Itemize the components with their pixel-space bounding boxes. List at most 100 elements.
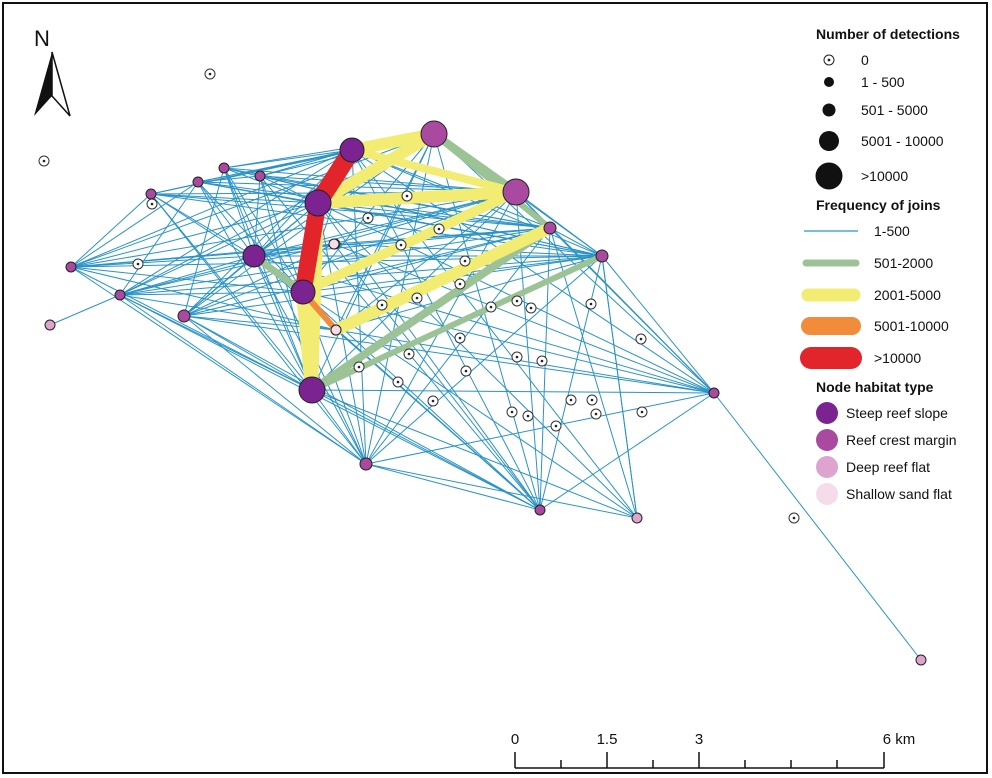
legend-detection-0: 0 bbox=[823, 52, 869, 68]
receiver-node-reef-crest-margin bbox=[595, 249, 609, 263]
edge-N-E bbox=[197, 181, 255, 257]
receiver-zero-dot bbox=[589, 302, 593, 306]
legend-habitat-3-label: Shallow sand flat bbox=[846, 486, 952, 502]
edge-Q-E bbox=[253, 175, 261, 257]
edge-K-V bbox=[119, 294, 541, 511]
edge-O-J bbox=[183, 167, 225, 317]
legend-habitat-3: Shallow sand flat bbox=[816, 483, 952, 505]
receiver-node-reef-crest-margin bbox=[192, 176, 204, 188]
edge-I-X bbox=[601, 255, 715, 394]
heavy-edge-F-C bbox=[298, 187, 521, 297]
edge-M-U bbox=[150, 193, 367, 465]
receiver-zero-dot bbox=[526, 414, 530, 418]
heavy-edge-R-H bbox=[330, 222, 556, 336]
receiver-node-steep-reef-slope bbox=[290, 279, 316, 305]
edge-I-V bbox=[539, 255, 603, 511]
edge-Q-A bbox=[259, 149, 353, 177]
legend-detection-4-label: >10000 bbox=[861, 168, 908, 184]
north-arrow-icon: N bbox=[34, 26, 71, 117]
receiver-zero-dot bbox=[357, 365, 361, 369]
receiver-zero-dot bbox=[42, 159, 46, 163]
receiver-node-steep-reef-slope bbox=[242, 244, 266, 268]
scale-label-1-5: 1.5 bbox=[597, 731, 618, 748]
thin-edges-layer bbox=[49, 133, 922, 661]
edge-J-U bbox=[183, 315, 367, 465]
edge-U-V bbox=[365, 463, 541, 511]
legend: Number of detections 0 1 - 500 501 - 500… bbox=[800, 26, 960, 505]
edge-O-D bbox=[223, 167, 319, 204]
heavy-edge-A-C bbox=[348, 146, 520, 196]
legend-detection-2: 501 - 5000 bbox=[822, 102, 928, 118]
receiver-zero-dot bbox=[407, 352, 411, 356]
legend-join-4-label: >10000 bbox=[874, 350, 921, 366]
receiver-node-reef-crest-margin bbox=[359, 457, 373, 471]
receiver-zero-dot bbox=[399, 243, 403, 247]
edge-L-N bbox=[70, 181, 199, 268]
edge-G-U bbox=[311, 389, 367, 465]
receiver-node-reef-crest-margin bbox=[708, 387, 720, 399]
edge-L-D bbox=[70, 202, 319, 268]
edge-S-X bbox=[333, 243, 715, 394]
legend-join-3-label: 5001-10000 bbox=[874, 318, 949, 334]
heavy-edge-D-B bbox=[312, 128, 440, 209]
receiver-zero-dot bbox=[458, 336, 462, 340]
receiver-node-reef-crest-margin bbox=[65, 261, 77, 273]
edge-I-U bbox=[365, 255, 603, 465]
receiver-zero-dot bbox=[431, 399, 435, 403]
receiver-zero-dot bbox=[529, 306, 533, 310]
edge-L-E bbox=[70, 255, 255, 268]
receiver-node-reef-crest-margin bbox=[420, 120, 448, 148]
receiver-zero-dot bbox=[792, 516, 796, 520]
edge-L-G bbox=[70, 266, 313, 391]
receiver-node-deep-reef-flat bbox=[631, 512, 643, 524]
legend-join-1-label: 501-2000 bbox=[874, 255, 933, 271]
legend-detection-3-label: 5001 - 10000 bbox=[861, 133, 944, 149]
heavy-edge-D-C bbox=[312, 186, 522, 209]
receiver-zero-dot bbox=[489, 305, 493, 309]
edge-A-W bbox=[351, 149, 638, 519]
edge-J-X bbox=[183, 315, 715, 394]
legend-joins-title: Frequency of joins bbox=[816, 197, 941, 213]
edge-R-I bbox=[335, 255, 603, 331]
edge-E-D bbox=[253, 202, 319, 257]
receiver-zero-dot bbox=[208, 72, 212, 76]
receiver-zero-dot bbox=[510, 410, 514, 414]
edge-L-R bbox=[70, 266, 337, 331]
receiver-node-reef-crest-margin bbox=[502, 178, 530, 206]
edge-G-X bbox=[311, 389, 715, 394]
scale-label-3: 3 bbox=[695, 731, 703, 748]
edge-G-V bbox=[311, 389, 541, 511]
receiver-node-reef-crest-margin bbox=[254, 170, 266, 182]
receiver-node-reef-crest-margin bbox=[145, 188, 157, 200]
edge-E-C bbox=[253, 191, 517, 257]
receiver-zero-dot bbox=[515, 355, 519, 359]
legend-habitat-2: Deep reef flat bbox=[816, 456, 930, 478]
legend-detection-3: 5001 - 10000 bbox=[819, 131, 944, 151]
edge-M-E bbox=[150, 193, 255, 257]
receiver-node-reef-crest-margin bbox=[543, 221, 557, 235]
edge-H-I bbox=[549, 227, 603, 257]
edge-S-H bbox=[333, 227, 551, 245]
receiver-zero-dot bbox=[437, 227, 441, 231]
edge-D-I bbox=[317, 202, 603, 257]
receiver-zero-dot bbox=[405, 194, 409, 198]
thick-edges-layer bbox=[250, 128, 605, 397]
edge-K-S bbox=[119, 243, 335, 296]
edge-F-W bbox=[302, 291, 638, 519]
network-map: N Number of detections 0 1 - 500 501 - 5… bbox=[34, 26, 960, 769]
edge-O-G bbox=[223, 167, 313, 391]
receiver-node-reef-crest-margin bbox=[534, 504, 546, 516]
edge-A-X bbox=[351, 149, 715, 394]
legend-detection-2-label: 501 - 5000 bbox=[861, 102, 928, 118]
edge-Q-F bbox=[259, 175, 304, 293]
edge-X-Y bbox=[713, 392, 922, 661]
legend-detection-1: 1 - 500 bbox=[824, 74, 905, 90]
edge-S-V bbox=[333, 243, 541, 511]
edge-N-K bbox=[119, 181, 199, 296]
receiver-zero-dot bbox=[396, 380, 400, 384]
edge-K-E bbox=[119, 255, 255, 296]
legend-join-2-label: 2001-5000 bbox=[874, 287, 941, 303]
edge-L-S bbox=[70, 243, 335, 268]
legend-detections-title: Number of detections bbox=[816, 26, 960, 42]
legend-habitat-0-label: Steep reef slope bbox=[846, 405, 948, 421]
